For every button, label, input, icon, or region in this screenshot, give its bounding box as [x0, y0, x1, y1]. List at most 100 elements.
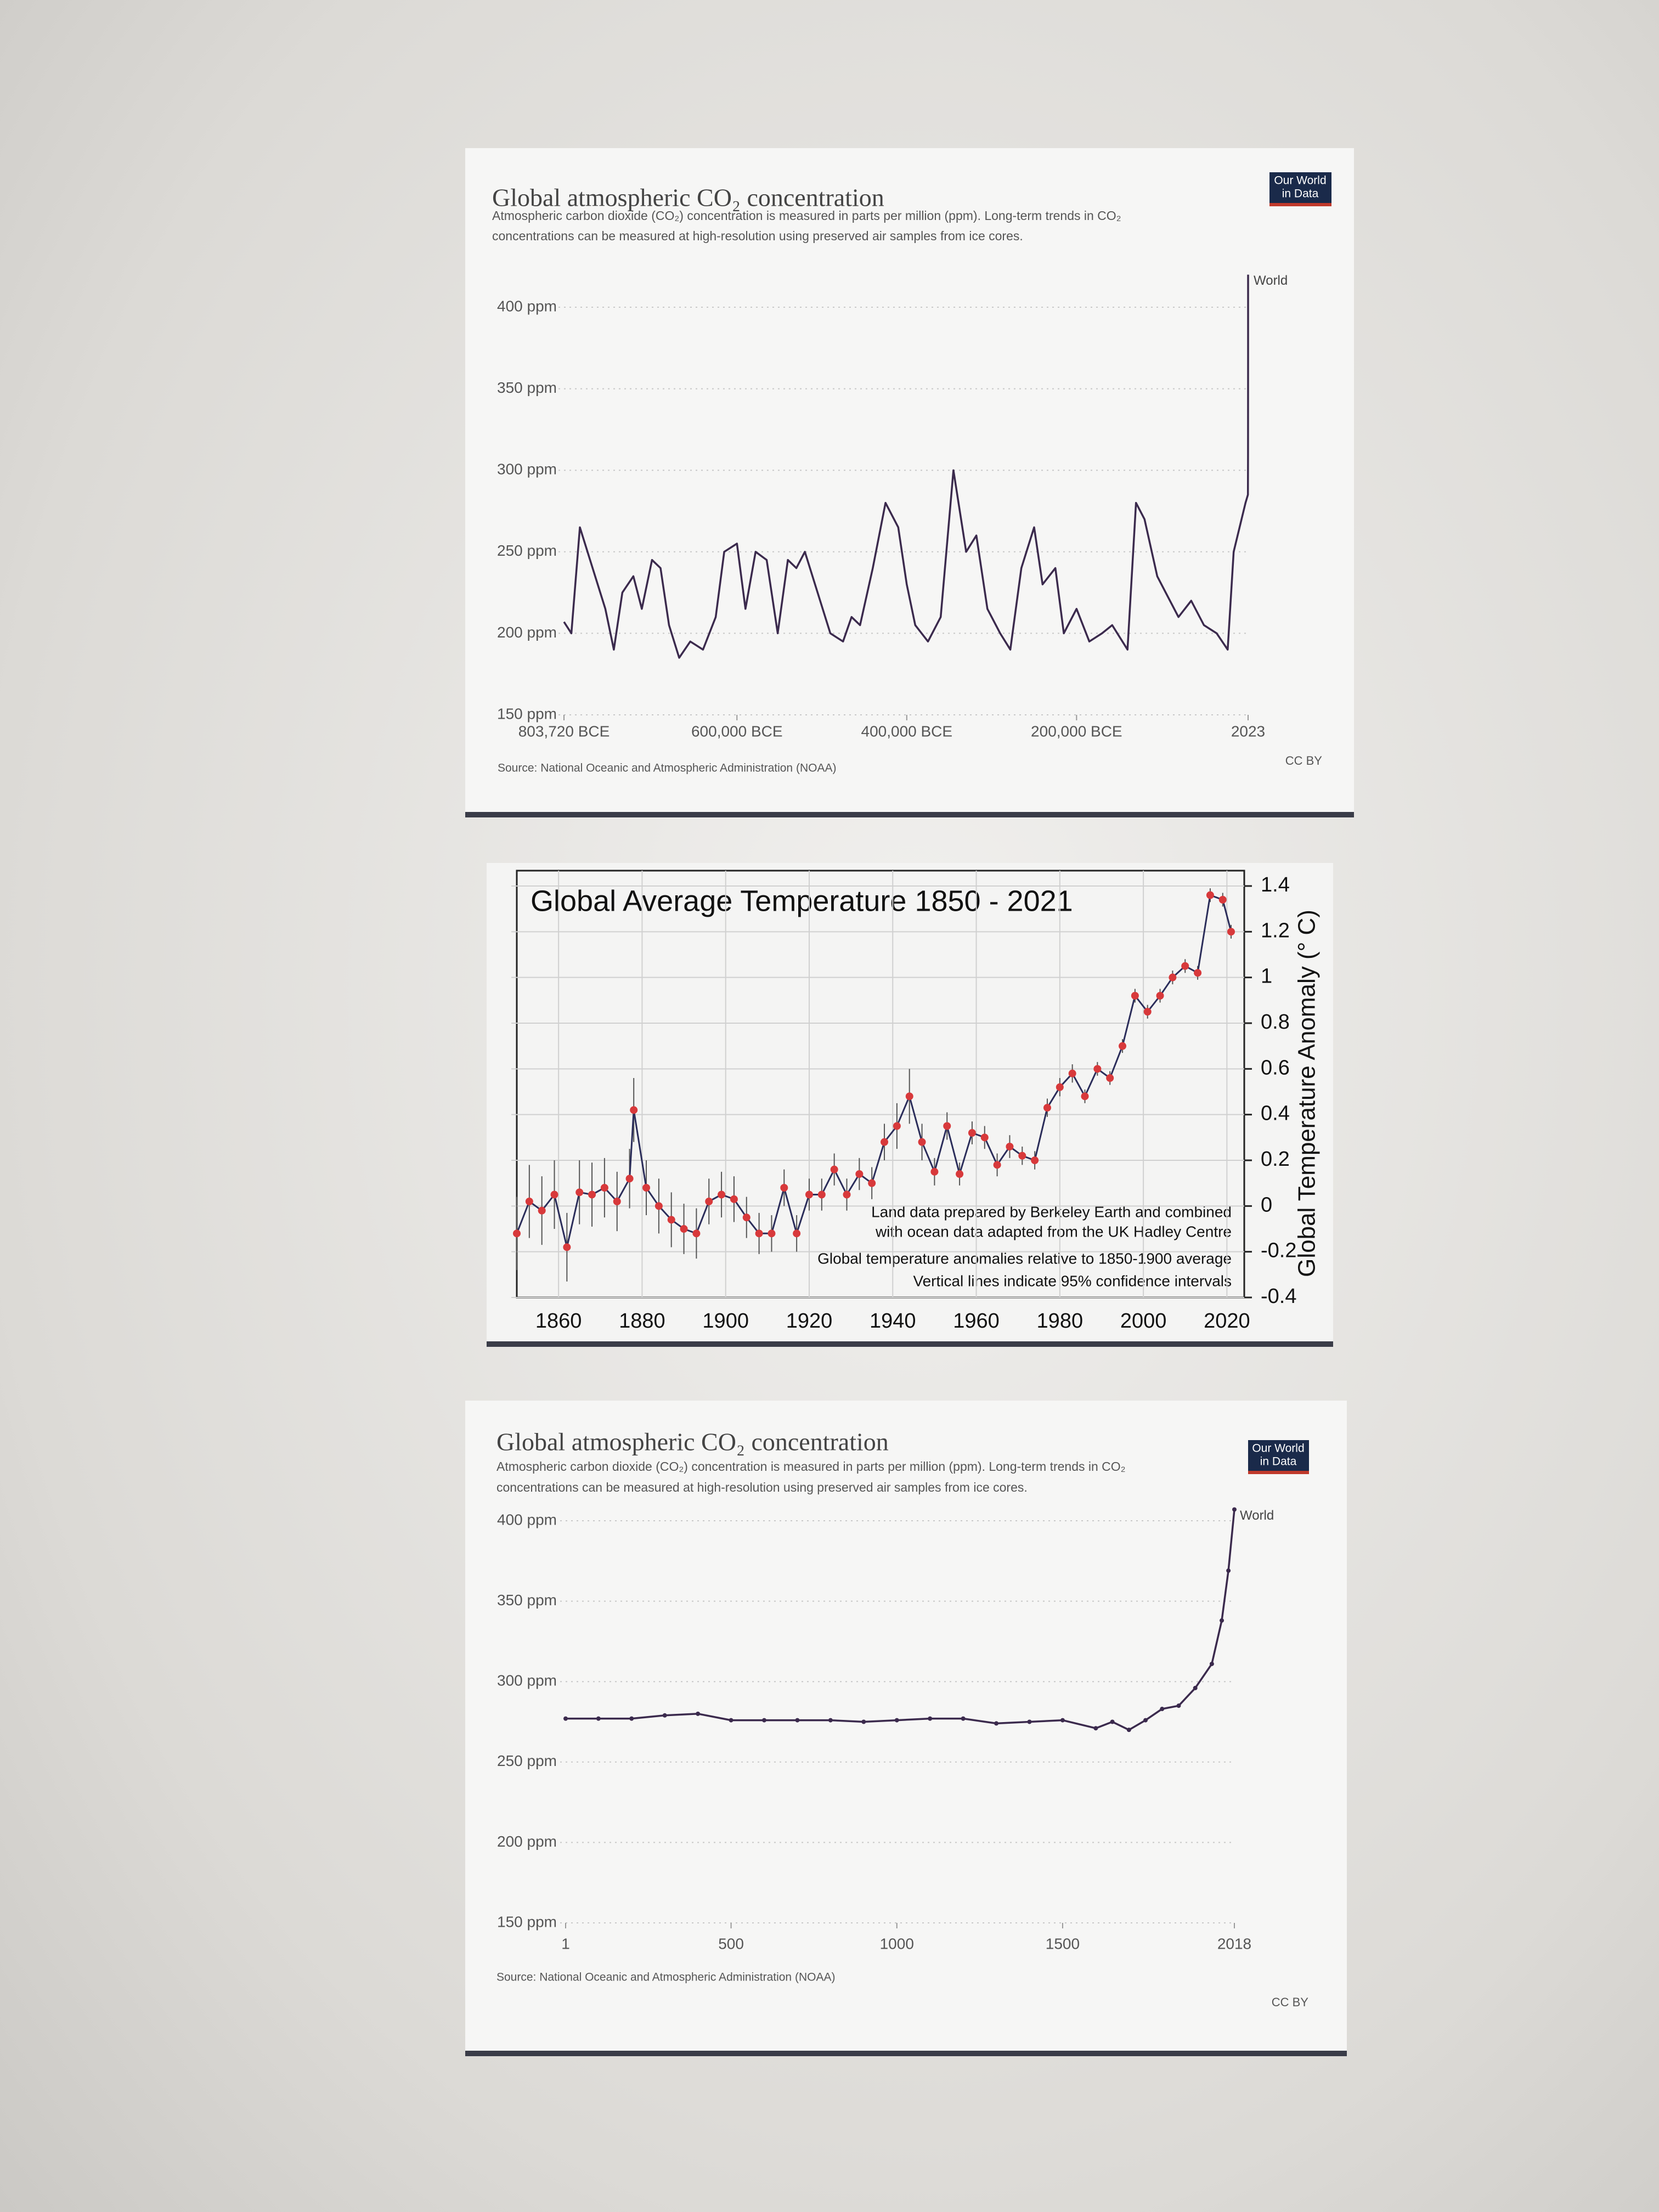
data-point — [1126, 1728, 1131, 1733]
subtitle: concentrations can be measured at high-r… — [492, 229, 1023, 243]
x-tick-label: 1880 — [619, 1310, 665, 1333]
logo-text: Our World — [1274, 174, 1326, 187]
data-point — [667, 1216, 675, 1224]
data-point — [805, 1190, 813, 1199]
y-axis-label: Global Temperature Anomaly (° C) — [1294, 910, 1321, 1277]
data-point — [730, 1195, 738, 1203]
chart-title: Global Average Temperature 1850 - 2021 — [531, 884, 1073, 917]
card — [465, 148, 1354, 817]
data-point — [1209, 1661, 1214, 1666]
y-tick-label: 0.8 — [1261, 1011, 1290, 1034]
data-point — [1093, 1065, 1102, 1073]
y-tick-label: 200 ppm — [497, 1833, 557, 1850]
x-tick-label: 2023 — [1231, 723, 1265, 740]
data-point — [625, 1175, 634, 1183]
data-point — [1068, 1069, 1076, 1077]
data-point — [1056, 1083, 1064, 1091]
license: CC BY — [1272, 1995, 1309, 2009]
logo-bar — [1248, 1471, 1309, 1474]
y-tick-label: 400 ppm — [497, 297, 557, 314]
card — [465, 1401, 1347, 2056]
series-line — [563, 274, 1249, 659]
data-point — [894, 1718, 899, 1723]
x-tick-label: 200,000 BCE — [1031, 723, 1122, 740]
data-point — [729, 1718, 733, 1723]
data-point — [654, 1202, 663, 1210]
data-point — [600, 1184, 608, 1192]
data-point — [956, 1170, 964, 1178]
data-point — [1143, 1008, 1152, 1016]
y-tick-label: 250 ppm — [497, 1752, 557, 1769]
data-point — [1143, 1718, 1148, 1723]
source: Source: National Oceanic and Atmospheric… — [498, 762, 836, 775]
data-point — [930, 1167, 939, 1176]
series-label: World — [1254, 273, 1288, 288]
data-point — [1176, 1703, 1181, 1708]
data-point — [1156, 992, 1164, 1000]
data-point — [755, 1229, 763, 1238]
y-tick-label: 350 ppm — [497, 1592, 557, 1609]
data-point — [793, 1229, 801, 1238]
y-tick-label: -0.4 — [1261, 1285, 1296, 1308]
data-point — [918, 1138, 926, 1146]
y-tick-label: 1.2 — [1261, 919, 1290, 942]
data-point — [762, 1718, 767, 1723]
logo-bar — [1269, 203, 1331, 206]
data-point — [780, 1184, 788, 1192]
y-tick-label: 0.2 — [1261, 1148, 1290, 1171]
data-point — [980, 1133, 989, 1142]
y-tick-label: 350 ppm — [497, 379, 557, 396]
x-tick-label: 1500 — [1046, 1935, 1080, 1952]
data-point — [596, 1716, 601, 1721]
data-point — [1193, 1685, 1198, 1690]
data-point — [961, 1716, 966, 1721]
data-point — [680, 1225, 688, 1233]
data-point — [613, 1198, 621, 1205]
data-point — [893, 1122, 901, 1130]
subtitle: concentrations can be measured at high-r… — [496, 1480, 1028, 1494]
x-tick-label: 2018 — [1217, 1935, 1251, 1952]
data-point — [1227, 928, 1235, 936]
x-tick-label: 1 — [561, 1935, 570, 1952]
data-point — [993, 1161, 1001, 1169]
data-point — [1060, 1718, 1065, 1723]
data-point — [630, 1106, 638, 1114]
data-point — [905, 1092, 913, 1101]
data-point — [1160, 1707, 1165, 1712]
logo-text: in Data — [1282, 188, 1319, 200]
data-point — [1194, 969, 1202, 977]
data-point — [830, 1165, 838, 1173]
data-point — [1093, 1726, 1098, 1731]
data-point — [1081, 1092, 1089, 1101]
data-point — [575, 1188, 584, 1197]
y-tick-label: 300 ppm — [497, 461, 557, 478]
x-tick-label: 500 — [718, 1935, 744, 1952]
data-point — [1218, 896, 1227, 904]
x-tick-label: 1860 — [535, 1310, 582, 1333]
subtitle: Atmospheric carbon dioxide (CO₂) concent… — [496, 1459, 1126, 1474]
y-tick-label: 1 — [1261, 965, 1272, 988]
x-tick-label: 600,000 BCE — [691, 723, 783, 740]
data-point — [525, 1198, 533, 1205]
logo-text: Our World — [1252, 1442, 1304, 1455]
data-point — [1206, 891, 1214, 899]
data-point — [968, 1129, 976, 1137]
annotation: with ocean data adapted from the UK Hadl… — [875, 1223, 1232, 1240]
y-tick-label: 300 ppm — [497, 1672, 557, 1689]
x-tick-label: 1940 — [870, 1310, 916, 1333]
x-tick-label: 2020 — [1204, 1310, 1250, 1333]
data-point — [642, 1184, 651, 1192]
data-point — [563, 1716, 568, 1721]
data-point — [1226, 1568, 1231, 1573]
source: Source: National Oceanic and Atmospheric… — [496, 1971, 835, 1984]
data-point — [828, 1718, 833, 1723]
y-tick-label: 250 ppm — [497, 542, 557, 559]
data-point — [1119, 1042, 1127, 1050]
annotation: Global temperature anomalies relative to… — [817, 1250, 1232, 1267]
y-tick-label: 0 — [1261, 1193, 1272, 1216]
data-point — [742, 1214, 751, 1222]
data-point — [588, 1190, 596, 1199]
x-tick-label: 1960 — [953, 1310, 1000, 1333]
logo — [1269, 172, 1331, 203]
